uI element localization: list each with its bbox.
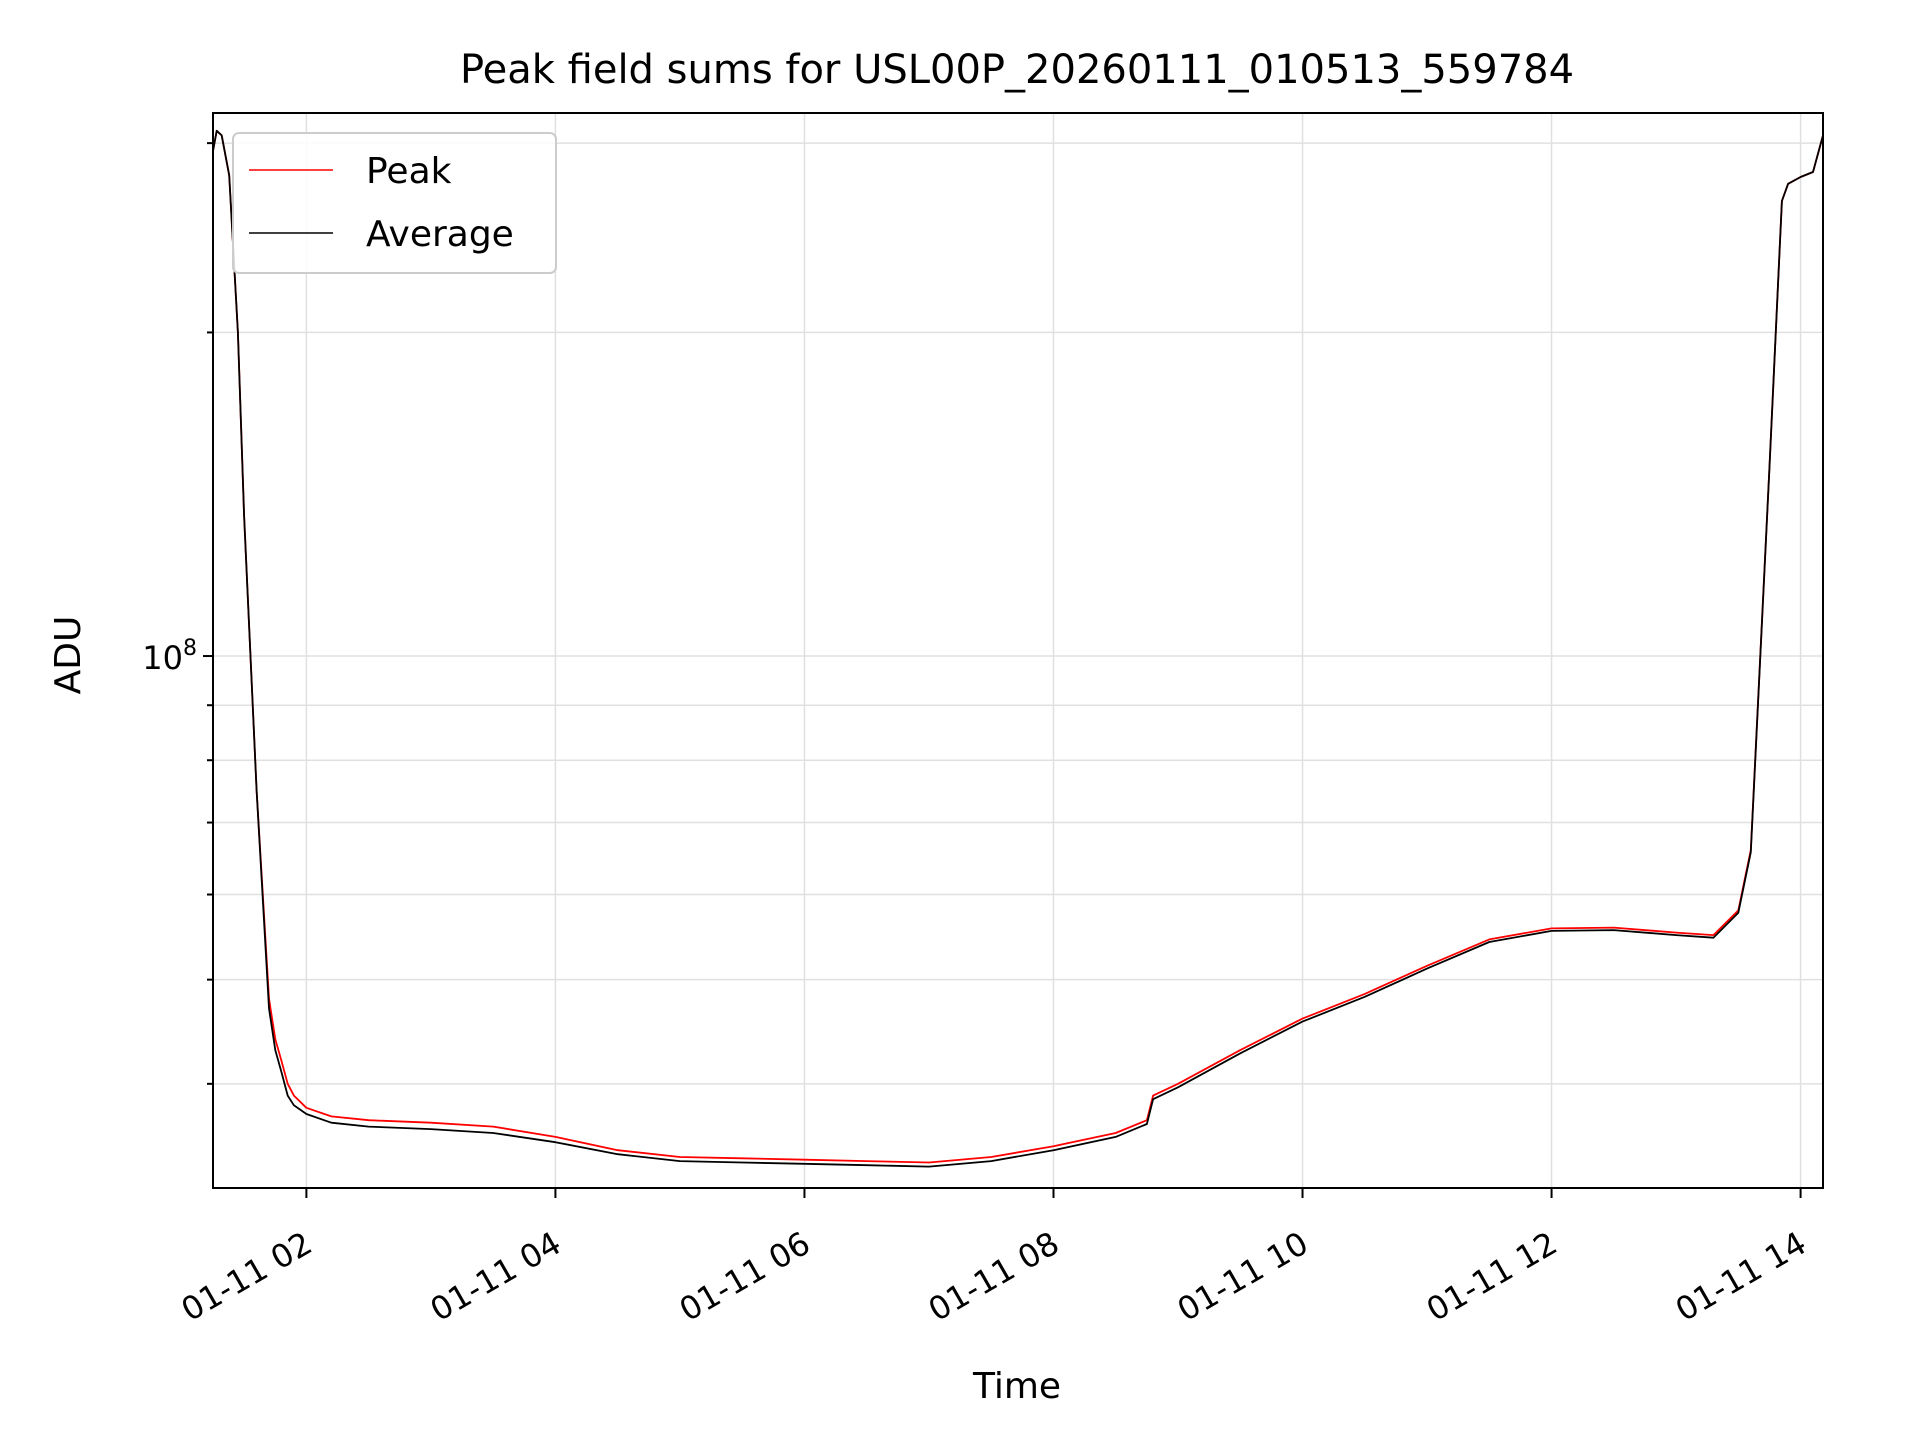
x-axis-label: Time [972, 1366, 1061, 1407]
grid [213, 113, 1823, 1188]
legend-label-average: Average [366, 214, 514, 255]
plot-frame [212, 112, 1824, 1189]
legend: Peak Average [232, 132, 557, 274]
legend-label-peak: Peak [366, 151, 452, 192]
series-line-peak [212, 129, 1824, 1164]
chart-title: Peak field sums for USL00P_20260111_0105… [460, 47, 1574, 93]
legend-box [232, 132, 557, 274]
y-tick-label: 108 [142, 636, 197, 677]
y-axis-label: ADU [48, 616, 89, 695]
series-line-average [212, 129, 1824, 1168]
y-axis: 108 [142, 142, 213, 1085]
series-layer [212, 129, 1824, 1168]
